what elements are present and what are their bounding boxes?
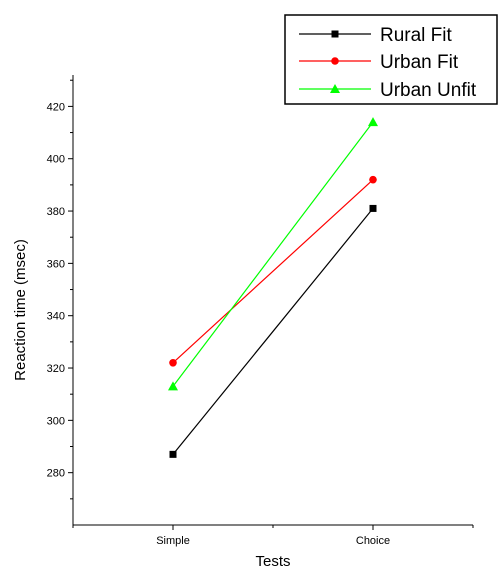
data-point [169, 358, 177, 367]
data-point [368, 117, 378, 127]
legend: Rural Fit Urban Fit Urban Unfit [284, 14, 498, 105]
series-line [172, 179, 374, 364]
legend-label: Rural Fit [380, 25, 453, 46]
data-point [369, 204, 377, 212]
series-line [172, 121, 374, 387]
legend-label: Urban Unfit [380, 80, 477, 101]
series-layer [168, 117, 378, 458]
y-tick-label: 320 [47, 363, 65, 375]
legend-label: Urban Fit [380, 52, 459, 73]
x-tick-label: Choice [356, 535, 390, 547]
series-line [172, 208, 374, 455]
y-tick-label: 380 [47, 206, 65, 218]
data-point [168, 381, 178, 391]
y-tick-label: 280 [47, 468, 65, 480]
x-ticks: Simple Choice [72, 525, 474, 547]
y-axis-title: Reaction time (msec) [12, 239, 29, 381]
y-tick-label: 340 [47, 311, 65, 323]
data-point [369, 175, 377, 184]
legend-marker [330, 84, 340, 93]
y-tick-label: 420 [47, 101, 65, 113]
x-axis-title: Tests [255, 553, 290, 570]
data-point [169, 450, 177, 458]
legend-marker [331, 57, 339, 65]
y-tick-label: 400 [47, 154, 65, 166]
y-tick-label: 360 [47, 258, 65, 270]
legend-marker [331, 30, 339, 38]
x-tick-label: Simple [156, 535, 190, 547]
y-tick-label: 300 [47, 415, 65, 427]
y-ticks: 280 300 320 340 360 380 400 420 [47, 79, 73, 500]
